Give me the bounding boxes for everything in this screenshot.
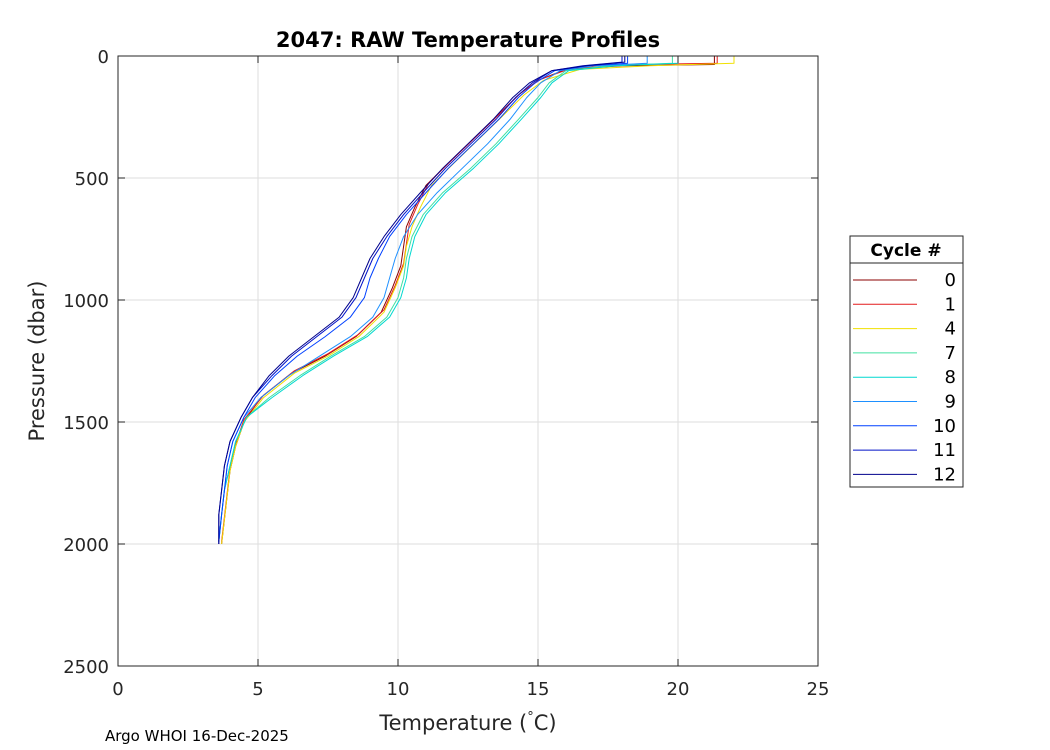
x-tick-label: 10 <box>387 679 410 700</box>
legend-label-cycle-12: 12 <box>933 464 956 485</box>
series-line-cycle-9 <box>218 56 648 542</box>
legend-label-cycle-9: 9 <box>945 392 956 413</box>
y-tick-label: 1000 <box>63 291 109 312</box>
series-line-cycle-12 <box>218 56 626 544</box>
legend-box <box>849 235 964 488</box>
x-tick-label: 5 <box>252 679 263 700</box>
series-line-cycle-10 <box>218 56 629 542</box>
y-axis-label: Pressure (dbar) <box>25 281 49 442</box>
legend-label-cycle-0: 0 <box>945 270 956 291</box>
y-tick-label: 0 <box>98 47 109 68</box>
y-tick-label: 1500 <box>63 413 109 434</box>
legend-title: Cycle # <box>870 241 941 261</box>
legend-items: 0 1 4 7 8 9 10 11 12 <box>853 270 956 485</box>
axes-box <box>117 55 819 667</box>
legend-label-cycle-7: 7 <box>945 343 956 364</box>
legend-label-cycle-4: 4 <box>945 319 956 340</box>
chart-title: 2047: RAW Temperature Profiles <box>276 28 660 52</box>
series-line-cycle-7 <box>218 56 673 542</box>
x-tick-label: 25 <box>807 679 830 700</box>
x-tick-label: 15 <box>527 679 550 700</box>
legend-label-cycle-8: 8 <box>945 367 956 388</box>
x-tick-label: 20 <box>667 679 690 700</box>
x-axis-degree-symbol: ° <box>527 710 534 725</box>
y-tick-label: 2000 <box>63 535 109 556</box>
grid-layer <box>117 55 819 667</box>
x-tick-label: 0 <box>112 679 123 700</box>
legend-label-cycle-1: 1 <box>945 294 956 315</box>
x-axis-label: Temperature (°C) <box>378 710 556 735</box>
x-axis-label-text: Temperature ( <box>378 711 527 735</box>
y-tick-label: 500 <box>75 169 109 190</box>
tick-layer: 0 5 10 15 20 25 0 500 1000 1500 2000 2500 <box>63 47 829 700</box>
x-axis-unit-text: C) <box>534 711 557 735</box>
series-line-cycle-8 <box>218 56 679 542</box>
legend-label-cycle-10: 10 <box>933 416 956 437</box>
series-layer <box>218 56 735 545</box>
legend-label-cycle-11: 11 <box>933 440 956 461</box>
footer-credit: Argo WHOI 16-Dec-2025 <box>105 727 289 745</box>
series-line-cycle-1 <box>221 56 718 542</box>
legend: Cycle # 0 1 4 7 8 9 10 11 12 <box>849 235 964 488</box>
y-tick-label: 2500 <box>63 657 109 678</box>
